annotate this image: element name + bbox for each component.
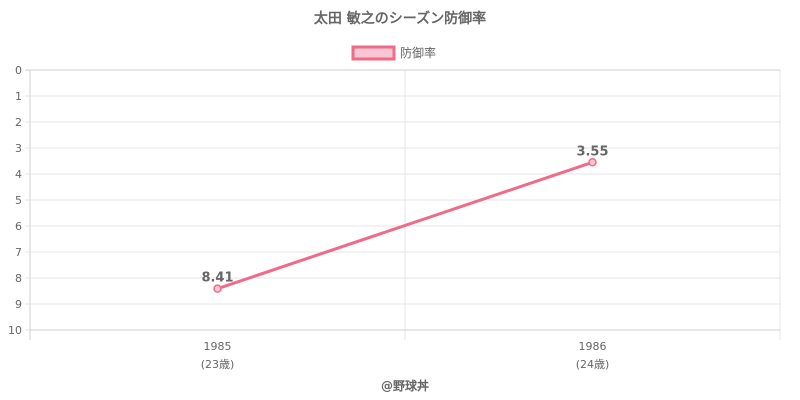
y-tick-label: 6 <box>15 220 22 233</box>
data-label: 8.41 <box>201 271 233 286</box>
y-tick-label: 9 <box>15 298 22 311</box>
x-axis: 1985 (23歳) 1986 (24歳) <box>201 340 610 371</box>
y-axis: 0 1 2 3 4 5 6 7 8 9 10 <box>8 64 22 337</box>
y-tick-label: 10 <box>8 324 22 337</box>
x-tick-label: 1985 <box>204 340 232 353</box>
y-tick-label: 2 <box>15 116 22 129</box>
series-line: 8.41 3.55 <box>201 144 609 293</box>
y-tick-label: 8 <box>15 272 22 285</box>
data-point <box>213 284 222 293</box>
grid <box>25 69 781 340</box>
x-tick-sublabel: (23歳) <box>201 358 235 371</box>
credit-text: @野球丼 <box>381 378 429 393</box>
y-tick-label: 7 <box>15 246 22 259</box>
series-path <box>217 160 593 291</box>
chart-title: 太田 敏之のシーズン防御率 <box>314 10 486 27</box>
y-tick-label: 5 <box>15 194 22 207</box>
data-point <box>588 158 597 167</box>
legend-label: 防御率 <box>400 45 436 60</box>
x-tick-label: 1986 <box>579 340 607 353</box>
y-tick-label: 3 <box>15 142 22 155</box>
legend[interactable]: 防御率 <box>351 45 436 61</box>
y-tick-label: 1 <box>15 90 22 103</box>
data-label: 3.55 <box>576 144 608 159</box>
legend-swatch <box>351 45 396 61</box>
y-tick-label: 0 <box>15 64 22 77</box>
x-tick-sublabel: (24歳) <box>576 358 610 371</box>
y-tick-label: 4 <box>15 168 22 181</box>
